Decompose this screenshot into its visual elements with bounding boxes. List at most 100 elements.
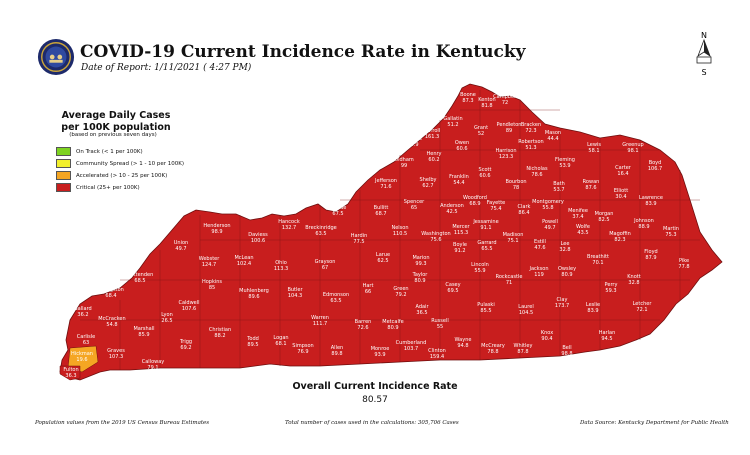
county-name-label: Grant (474, 125, 488, 131)
county-name-label: Powell (542, 219, 558, 225)
legend-note: (based on previous seven days) (69, 132, 157, 138)
county-name-label: Wolfe (576, 224, 590, 230)
county-value-label: 55.9 (474, 268, 485, 274)
county-value-label: 123.3 (499, 154, 513, 160)
county-value-label: 89.8 (331, 351, 342, 357)
county-name-label: Madison (503, 232, 524, 238)
state-outline (59, 83, 723, 381)
county-name-label: Bullitt (374, 205, 389, 211)
county-value-label: 67.5 (332, 211, 343, 217)
county-value-label: 36.2 (77, 312, 88, 318)
county-value-label: 78 (513, 185, 519, 191)
county-name-label: Wayne (455, 337, 472, 343)
county-name-label: Union (174, 240, 188, 246)
county-name-label: Pendleton (497, 122, 522, 128)
county-name-label: Franklin (449, 174, 469, 180)
county-name-label: Todd (246, 336, 259, 342)
county-value-label: 80.9 (561, 272, 572, 278)
county-name-label: Pike (679, 258, 689, 264)
county-value-label: 89.6 (248, 294, 259, 300)
county-value-label: 76.9 (297, 349, 308, 355)
county-value-label: 72 (502, 100, 508, 106)
county-value-label: 30.4 (615, 194, 626, 200)
county-name-label: Henry (426, 151, 441, 157)
county-name-label: Lawrence (639, 195, 663, 201)
county-value-label: 58.1 (588, 148, 599, 154)
county-name-label: Greenup (622, 142, 643, 148)
county-value-label: 77.5 (353, 239, 364, 245)
county-value-label: 82.5 (598, 217, 609, 223)
county-name-label: Leslie (586, 302, 600, 308)
footer-population-note: Population values from the 2019 US Censu… (35, 420, 210, 426)
county-value-label: 79.2 (395, 292, 406, 298)
page-title: COVID-19 Current Incidence Rate in Kentu… (80, 42, 526, 62)
county-value-label: 63.5 (330, 298, 341, 304)
county-value-label: 93.9 (374, 352, 385, 358)
county-value-label: 82.3 (614, 237, 625, 243)
county-name-label: Clinton (428, 348, 446, 354)
county-value-label: 32.8 (559, 247, 570, 253)
county-name-label: Lee (561, 241, 570, 247)
county-name-label: Graves (107, 348, 125, 354)
county-value-label: 53.9 (559, 163, 570, 169)
county-name-label: Muhlenberg (239, 288, 269, 294)
county-value-label: 78.8 (487, 349, 498, 355)
county-name-label: Fleming (555, 157, 575, 163)
county-name-label: Boone (460, 92, 476, 98)
county-name-label: Owsley (558, 266, 576, 272)
county-name-label: Laurel (518, 304, 533, 310)
county-name-label: Casey (445, 282, 460, 288)
county-value-label: 111.7 (313, 321, 327, 327)
county-name-label: Carter (615, 165, 632, 171)
county-value-label: 36.5 (416, 310, 427, 316)
legend-item-critical: Critical (25+ per 100K) (56, 182, 140, 193)
legend-item-accelerated: Accelerated (> 10 - 25 per 100K) (56, 170, 167, 181)
county-name-label: Simpson (292, 343, 313, 349)
county-name-label: Green (393, 286, 408, 292)
county-value-label: 59.3 (605, 288, 616, 294)
county-value-label: 79.1 (147, 365, 158, 371)
footer-data-source: Data Source: Kentucky Department for Pub… (580, 420, 729, 426)
footer-total-cases: Total number of cases used in the calcul… (285, 420, 459, 426)
county-value-label: 104.5 (519, 310, 533, 316)
county-value-label: 87.8 (517, 349, 528, 355)
county-name-label: Nicholas (526, 166, 548, 172)
county-value-label: 51.2 (447, 122, 458, 128)
legend-swatch (56, 147, 71, 156)
county-name-label: Harlan (599, 330, 616, 336)
county-value-label: 94.8 (457, 343, 468, 349)
